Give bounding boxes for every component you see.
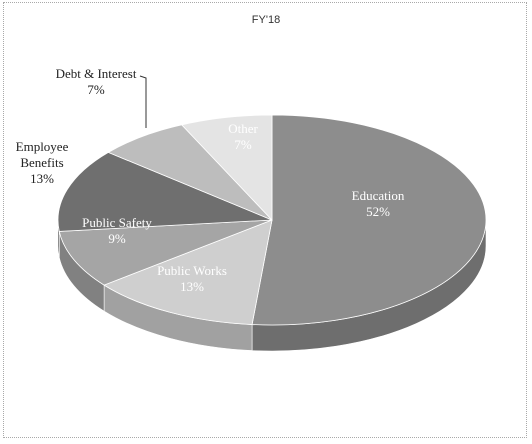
pie-slice-0 — [251, 114, 487, 326]
slice-label-education: Education 52% — [352, 188, 405, 219]
slice-label-public-safety: Public Safety 9% — [82, 215, 152, 246]
pie-slice-3 — [57, 151, 273, 232]
chart-frame — [3, 2, 527, 438]
pie-slice-1 — [103, 219, 273, 325]
pie-slice-5 — [180, 114, 273, 222]
slice-label-other: Other 7% — [228, 121, 258, 152]
slice-label-debt-interest: Debt & Interest 7% — [56, 66, 137, 97]
pie-slice-2 — [58, 219, 273, 286]
slice-label-public-works: Public Works 13% — [157, 263, 227, 294]
slice-label-employee-benefits: Employee Benefits 13% — [16, 139, 69, 186]
leader-line-debt-interest — [139, 75, 147, 128]
chart-title: FY'18 — [251, 14, 281, 26]
